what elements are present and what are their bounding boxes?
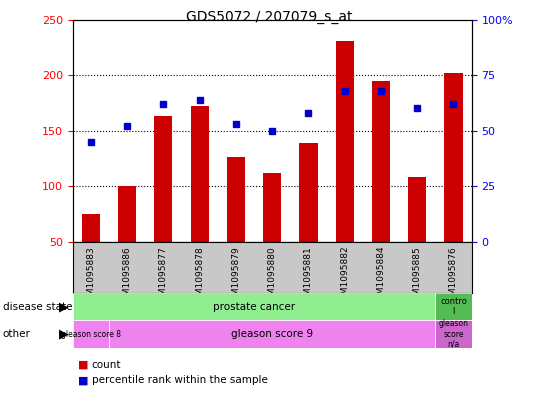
- Text: contro
l: contro l: [440, 297, 467, 316]
- Text: count: count: [92, 360, 121, 370]
- Bar: [372, 81, 390, 242]
- Bar: [436, 320, 472, 348]
- Text: ▶: ▶: [59, 327, 68, 341]
- Text: GSM1095883: GSM1095883: [86, 246, 95, 307]
- Text: other: other: [3, 329, 31, 339]
- Text: GSM1095877: GSM1095877: [159, 246, 168, 307]
- Text: GSM1095882: GSM1095882: [340, 246, 349, 307]
- Text: GSM1095879: GSM1095879: [231, 246, 240, 307]
- Text: GSM1095886: GSM1095886: [123, 246, 132, 307]
- Text: ■: ■: [78, 360, 88, 370]
- Bar: [154, 116, 172, 242]
- Text: percentile rank within the sample: percentile rank within the sample: [92, 375, 267, 386]
- Text: GSM1095878: GSM1095878: [195, 246, 204, 307]
- Text: prostate cancer: prostate cancer: [213, 301, 295, 312]
- Text: gleason score 8: gleason score 8: [61, 330, 121, 338]
- Text: GSM1095881: GSM1095881: [304, 246, 313, 307]
- Bar: [299, 143, 317, 242]
- Bar: [227, 157, 245, 242]
- Bar: [191, 106, 209, 242]
- Bar: [408, 177, 426, 242]
- Text: gleason score 9: gleason score 9: [231, 329, 313, 339]
- Text: GDS5072 / 207079_s_at: GDS5072 / 207079_s_at: [186, 10, 353, 24]
- Bar: [109, 320, 436, 348]
- Text: GSM1095885: GSM1095885: [413, 246, 421, 307]
- Text: gleason
score
n/a: gleason score n/a: [439, 319, 468, 349]
- Bar: [336, 41, 354, 242]
- Text: GSM1095880: GSM1095880: [268, 246, 277, 307]
- Text: ■: ■: [78, 375, 88, 386]
- Text: GSM1095876: GSM1095876: [449, 246, 458, 307]
- Bar: [445, 73, 462, 242]
- Text: disease state: disease state: [3, 301, 72, 312]
- Text: GSM1095884: GSM1095884: [376, 246, 385, 307]
- Bar: [263, 173, 281, 242]
- Bar: [118, 186, 136, 242]
- Text: ▶: ▶: [59, 300, 68, 313]
- Bar: [73, 320, 109, 348]
- Bar: [436, 293, 472, 320]
- Bar: [82, 214, 100, 242]
